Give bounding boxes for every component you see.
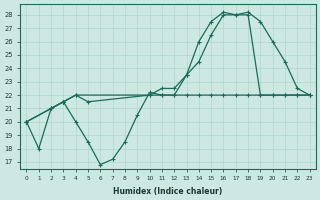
X-axis label: Humidex (Indice chaleur): Humidex (Indice chaleur)	[114, 187, 223, 196]
